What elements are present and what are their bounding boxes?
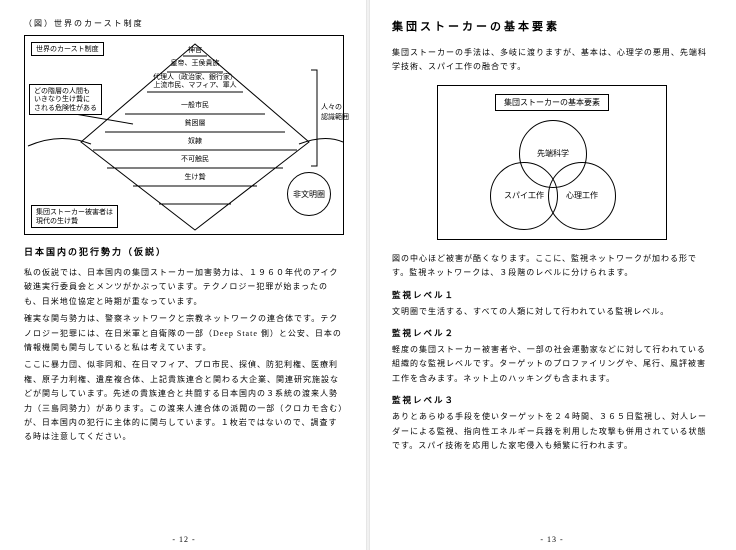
left-para-2: ここに暴力団、似非同和、在日マフィア、プロ市民、探偵、防犯利権、医療利権、原子力… bbox=[24, 358, 344, 444]
title-tag: 世界のカースト制度 bbox=[31, 42, 104, 56]
left-para-1: 確実な関与勢力は、警察ネットワークと宗教ネットワークの連合体です。テクノロジー犯… bbox=[24, 312, 344, 355]
pyr-0: 神官 bbox=[188, 45, 202, 55]
right-label: 人々の 認識範囲 bbox=[321, 102, 349, 122]
pyr-4: 貧困層 bbox=[185, 118, 206, 128]
pyr-5: 奴隷 bbox=[188, 136, 202, 146]
venn-right: 心理工作 bbox=[548, 162, 616, 230]
right-intro: 集団ストーカーの手法は、多岐に渡りますが、基本は、心理学の悪用、先端科学技術、ス… bbox=[392, 46, 712, 75]
pyr-7: 生け贄 bbox=[185, 172, 206, 182]
pyr-3: 一般市民 bbox=[181, 100, 209, 110]
lv1-head: 監視レベル１ bbox=[392, 289, 712, 301]
book-spine bbox=[366, 0, 370, 550]
bottom-tag: 集団ストーカー被害者は 現代の生け贄 bbox=[31, 205, 118, 228]
left-page: （図）世界のカースト制度 世界のカースト制度 どの階層の人間も いきなり生け贄に… bbox=[0, 0, 368, 550]
left-pagenum: - 12 - bbox=[172, 535, 195, 544]
lv2-head: 監視レベル２ bbox=[392, 327, 712, 339]
right-pagenum: - 13 - bbox=[540, 535, 563, 544]
outside-circle: 非文明圏 bbox=[287, 172, 331, 216]
pyr-1: 皇帝、王侯貴族 bbox=[171, 58, 220, 68]
right-heading: 集団ストーカーの基本要素 bbox=[392, 18, 712, 34]
lv3-text: ありとあらゆる手段を使いターゲットを２４時間、３６５日監視し、対人レーダーによる… bbox=[392, 410, 712, 453]
lv3-head: 監視レベル３ bbox=[392, 394, 712, 406]
left-para-0: 私の仮説では、日本国内の集団ストーカー加害勢力は、１９６０年代のアイク破進実行委… bbox=[24, 266, 344, 309]
after-venn: 図の中心ほど被害が酷くなります。ここに、監視ネットワークが加わる形です。監視ネッ… bbox=[392, 252, 712, 281]
venn-diagram: 集団ストーカーの基本要素 先端科学 スパイ工作 心理工作 bbox=[437, 85, 667, 240]
right-page: 集団ストーカーの基本要素 集団ストーカーの手法は、多岐に渡りますが、基本は、心理… bbox=[368, 0, 736, 550]
pyr-2: 代理人（政治家、銀行家） 上流市民、マフィア、軍人 bbox=[153, 74, 237, 89]
figure-caption: （図）世界のカースト制度 bbox=[24, 18, 344, 29]
caste-diagram: 世界のカースト制度 どの階層の人間も いきなり生け贄に される危険性がある 集団… bbox=[24, 35, 344, 235]
note-tag: どの階層の人間も いきなり生け贄に される危険性がある bbox=[29, 84, 102, 115]
lv2-text: 軽度の集団ストーカー被害者や、一部の社会運動家などに対して行われている組織的な監… bbox=[392, 343, 712, 386]
lv1-text: 文明圏で生活する、すべての人類に対して行われている監視レベル。 bbox=[392, 305, 712, 319]
venn-title: 集団ストーカーの基本要素 bbox=[495, 94, 609, 111]
pyr-6: 不可触民 bbox=[181, 154, 209, 164]
left-subhead: 日本国内の犯行勢力（仮説） bbox=[24, 245, 344, 258]
